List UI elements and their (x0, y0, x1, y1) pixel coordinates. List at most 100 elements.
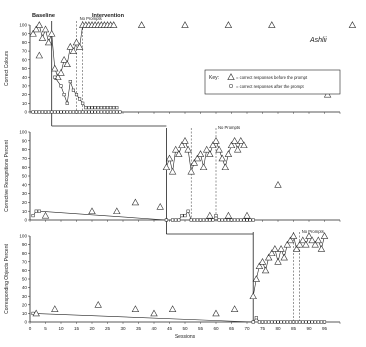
x-tick-label: 55 (198, 326, 204, 331)
y-tick-label: 40 (22, 75, 28, 80)
y-tick-label: 50 (22, 174, 28, 179)
data-point (190, 158, 199, 166)
y-tick-label: 60 (22, 268, 28, 273)
data-point (37, 209, 41, 213)
data-point (87, 110, 91, 114)
data-point (165, 154, 174, 162)
data-point (69, 47, 78, 54)
isolated-marker (131, 305, 140, 312)
data-point (189, 218, 193, 222)
data-point (31, 214, 35, 218)
isolated-marker (224, 21, 233, 28)
y-tick-label: 10 (22, 101, 28, 106)
y-tick-label: 0 (24, 110, 27, 115)
data-point (310, 320, 314, 324)
data-point (249, 292, 257, 300)
y-tick-label: 100 (19, 234, 27, 239)
isolated-marker (224, 211, 233, 219)
data-point (62, 110, 66, 114)
data-point (71, 88, 75, 92)
data-point (212, 136, 220, 144)
data-point (112, 106, 116, 110)
data-point (242, 218, 246, 222)
x-tick-label: 60 (213, 326, 219, 331)
data-point (208, 218, 212, 222)
y-tick-label: 70 (22, 49, 28, 54)
data-point (320, 232, 329, 239)
data-point (322, 320, 327, 324)
data-point (252, 275, 261, 282)
x-tick-label: 0 (29, 326, 32, 331)
isolated-marker (137, 21, 146, 28)
legend-symbol-before (227, 73, 235, 80)
data-point (196, 150, 205, 157)
data-point (38, 34, 47, 41)
data-point (280, 253, 288, 261)
data-point (102, 106, 106, 110)
data-point (32, 25, 40, 33)
y-tick-label: 90 (22, 242, 28, 247)
data-point (313, 320, 317, 324)
data-point (317, 245, 326, 252)
data-point (60, 55, 68, 63)
data-point (90, 106, 94, 110)
data-point (183, 214, 187, 218)
x-tick-label: 30 (120, 326, 126, 331)
isolated-marker (88, 207, 96, 215)
data-point (51, 64, 59, 72)
x-tick-label: 10 (58, 326, 64, 331)
data-point (175, 150, 183, 157)
isolated-marker (230, 305, 239, 312)
x-axis-label: Sessions (175, 334, 196, 340)
data-point (261, 266, 270, 274)
data-point (186, 209, 190, 213)
y-tick-label: 70 (22, 259, 28, 264)
data-point (171, 218, 175, 222)
series-extra (53, 75, 119, 110)
x-tick-label: 5 (44, 326, 47, 331)
y-tick-label: 60 (22, 165, 28, 170)
data-point (211, 218, 215, 222)
data-point (264, 253, 273, 261)
data-point (285, 320, 289, 324)
x-tick-label: 50 (182, 326, 188, 331)
data-point (240, 141, 248, 149)
data-point (264, 320, 268, 324)
data-point (41, 25, 50, 33)
data-point (109, 21, 118, 28)
data-point (214, 214, 218, 218)
y-tick-label: 50 (22, 277, 28, 282)
data-point (223, 218, 227, 222)
x-tick-label: 70 (244, 326, 250, 331)
isolated-marker (181, 21, 189, 28)
y-tick-label: 90 (22, 31, 28, 36)
x-tick-label: 95 (322, 326, 328, 331)
data-point (254, 316, 258, 320)
data-point (305, 232, 313, 239)
data-point (99, 106, 103, 110)
data-point (115, 106, 119, 110)
x-tick-label: 15 (74, 326, 80, 331)
data-point (102, 110, 106, 114)
x-tick-label: 35 (136, 326, 142, 331)
data-point (66, 42, 75, 50)
data-point (311, 240, 319, 248)
data-point (230, 136, 239, 144)
isolated-marker (243, 211, 251, 219)
x-tick-label: 20 (89, 326, 95, 331)
data-point (171, 145, 180, 153)
data-point (40, 110, 44, 114)
data-point (168, 167, 177, 175)
x-tick-label: 85 (291, 326, 297, 331)
data-point (299, 236, 307, 244)
data-point (258, 257, 267, 265)
data-point (47, 110, 51, 114)
data-point (291, 320, 296, 324)
data-point (31, 110, 35, 114)
panel-top: 0 10 20 30 40 50 60 70 80 90 100 Correct Colours Bas… (4, 13, 357, 127)
data-point (90, 110, 94, 114)
y-tick-label: 100 (19, 130, 27, 135)
data-point (288, 320, 292, 324)
data-point (93, 110, 97, 114)
data-point (251, 218, 255, 222)
